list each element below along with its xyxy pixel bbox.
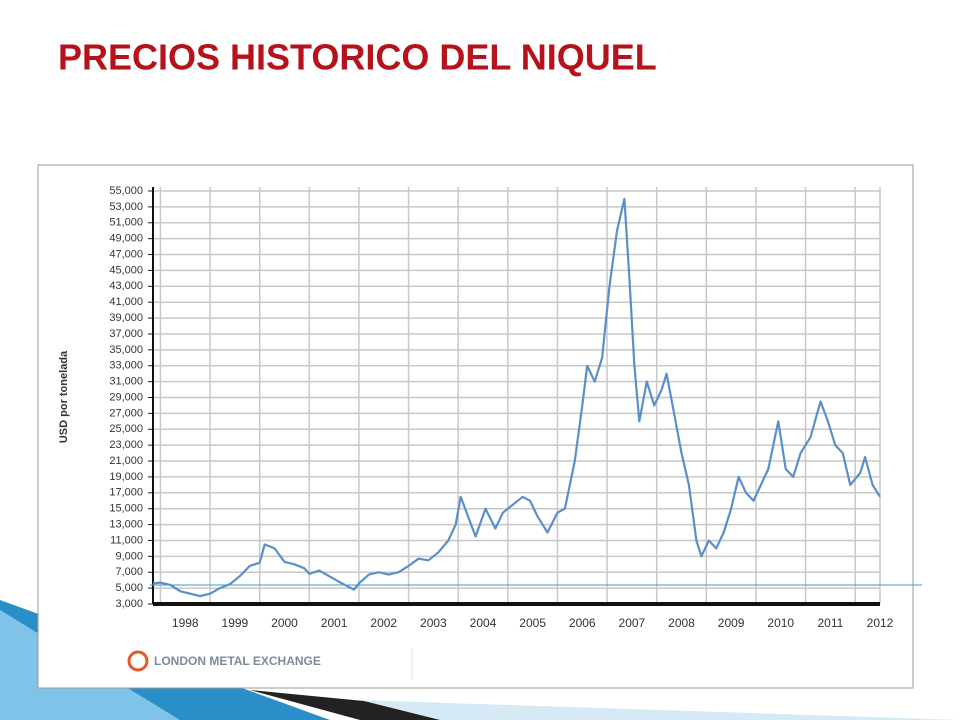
y-tick-label: 5,000 — [115, 582, 143, 594]
y-tick-label: 9,000 — [115, 550, 143, 562]
y-tick-label: 15,000 — [109, 503, 143, 515]
x-tick-label: 2002 — [370, 616, 397, 630]
x-tick-label: 2004 — [470, 616, 497, 630]
y-tick-label: 21,000 — [109, 455, 143, 467]
x-tick-label: 2007 — [619, 616, 646, 630]
y-tick-label: 55,000 — [109, 185, 143, 197]
y-tick-label: 29,000 — [109, 391, 143, 403]
y-tick-label: 41,000 — [109, 296, 143, 308]
y-tick-label: 23,000 — [109, 439, 143, 451]
x-tick-label: 2000 — [271, 616, 298, 630]
y-tick-label: 51,000 — [109, 217, 143, 229]
source-label: LONDON METAL EXCHANGE — [154, 654, 321, 668]
price-line — [152, 197, 881, 598]
y-tick-label: 17,000 — [109, 487, 143, 499]
y-tick-label: 31,000 — [109, 376, 143, 388]
y-tick-label: 3,000 — [115, 598, 143, 610]
y-tick-label: 11,000 — [110, 534, 143, 546]
y-tick-label: 19,000 — [109, 471, 143, 483]
y-tick-label: 35,000 — [109, 344, 143, 356]
y-axis-label: USD por tonelada — [58, 350, 70, 443]
y-tick-label: 25,000 — [109, 423, 143, 435]
y-tick-label: 49,000 — [109, 233, 143, 245]
x-tick-label: 2003 — [420, 616, 447, 630]
y-tick-label: 43,000 — [109, 280, 143, 292]
plot-area — [153, 187, 880, 604]
y-tick-label: 53,000 — [109, 201, 143, 213]
x-tick-label: 2010 — [767, 616, 794, 630]
x-tick-label: 2012 — [867, 616, 894, 630]
logo — [127, 650, 149, 672]
x-tick-label: 2011 — [817, 616, 843, 630]
x-tick-label: 2006 — [569, 616, 596, 630]
y-tick-label: 45,000 — [109, 264, 143, 276]
y-tick-label: 13,000 — [109, 518, 143, 530]
decoration — [360, 700, 960, 720]
slide-title: PRECIOS HISTORICO DEL NIQUEL — [58, 37, 657, 78]
y-tick-label: 37,000 — [109, 328, 143, 340]
x-tick-label: 1998 — [172, 616, 199, 630]
x-tick-label: 2005 — [519, 616, 546, 630]
y-tick-label: 39,000 — [109, 312, 143, 324]
x-tick-label: 2008 — [668, 616, 695, 630]
y-tick-label: 27,000 — [109, 407, 143, 419]
y-tick-label: 33,000 — [109, 360, 143, 372]
y-tick-label: 47,000 — [109, 248, 143, 260]
y-tick-label: 7,000 — [115, 566, 143, 578]
x-tick-label: 1999 — [222, 616, 249, 630]
x-tick-label: 2001 — [321, 616, 348, 630]
x-tick-label: 2009 — [718, 616, 745, 630]
